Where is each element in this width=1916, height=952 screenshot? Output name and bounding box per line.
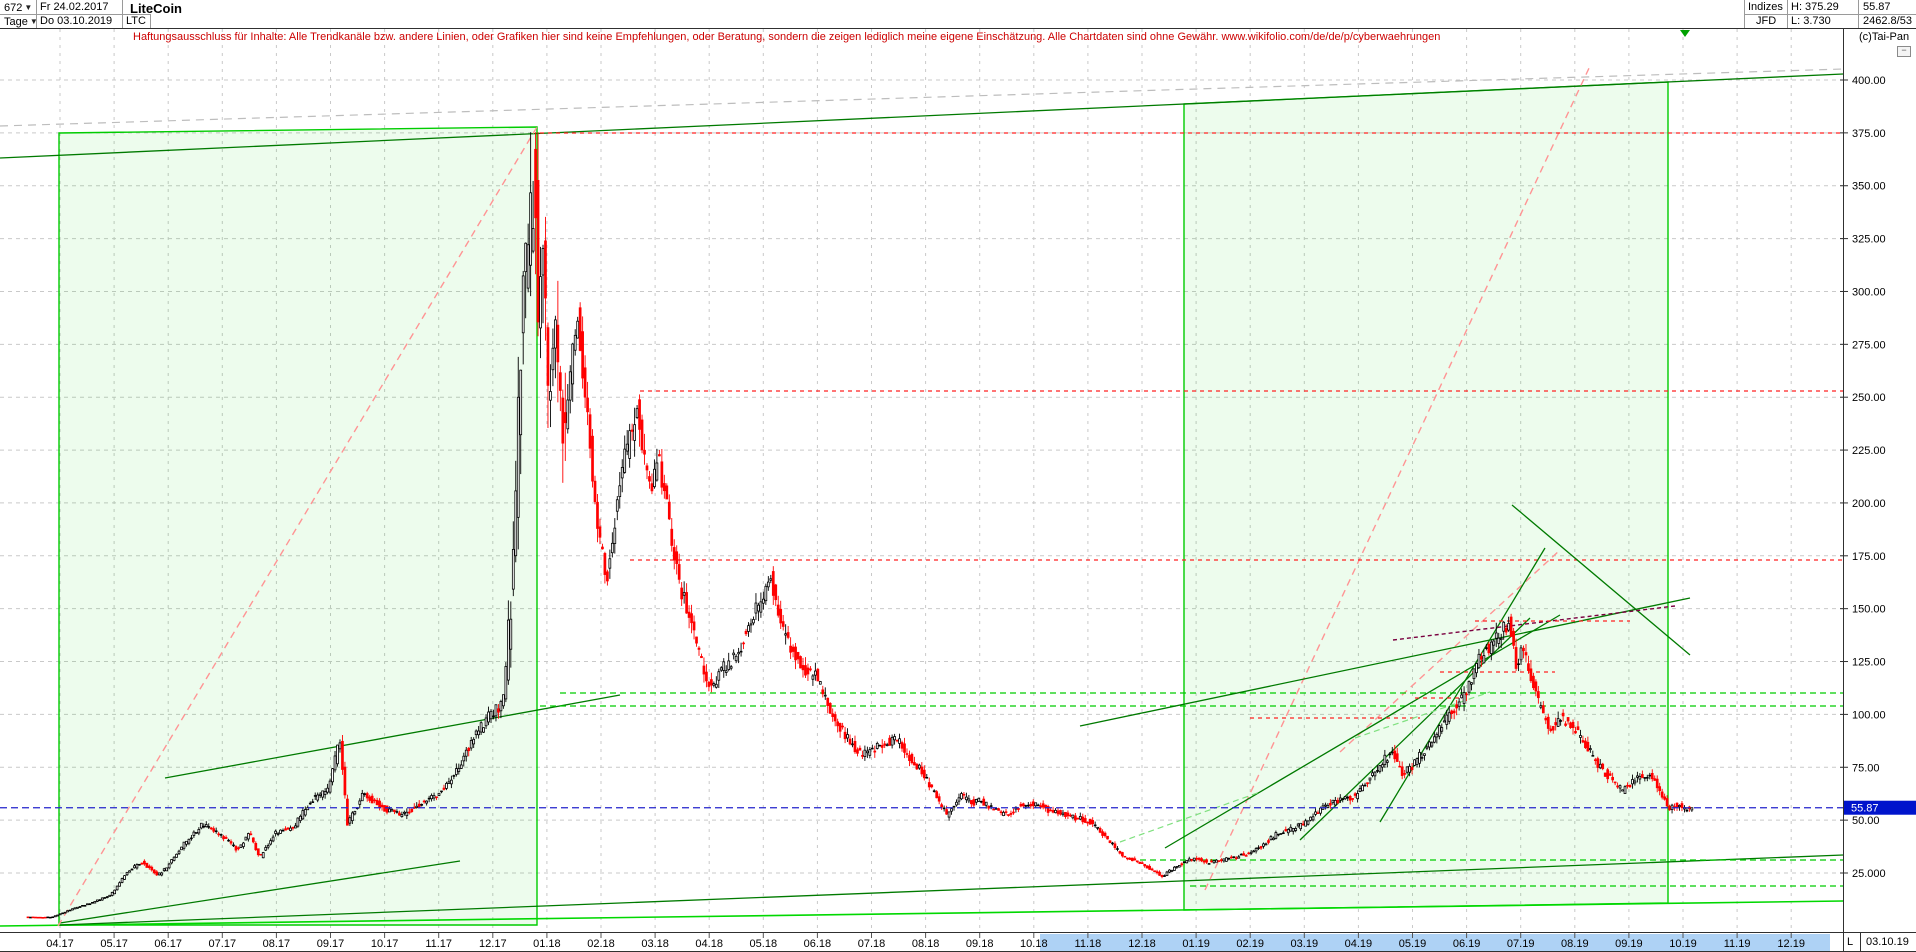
instrument-title: LiteCoin [130,1,182,16]
volume-value: 2462.8/53 [1863,15,1912,27]
svg-text:07.17: 07.17 [209,938,237,950]
footer-last-date: 03.10.19 [1866,936,1909,948]
time-axis-border [0,932,1916,933]
svg-text:200.00: 200.00 [1852,498,1886,510]
svg-text:07.19: 07.19 [1507,938,1535,950]
svg-text:400.00: 400.00 [1852,75,1886,87]
disclaimer-text: Haftungsausschluss für Inhalte: Alle Tre… [133,31,1441,43]
bars-count-value: 672 [4,2,23,14]
broker-label: JFD [1756,15,1777,27]
price-axis-border [1843,28,1844,952]
svg-text:09.19: 09.19 [1615,938,1643,950]
svg-text:08.18: 08.18 [912,938,940,950]
svg-text:04.18: 04.18 [695,938,723,950]
period-value: Tage [4,16,28,28]
price-axis[interactable]: 400.00 375.00 350.00 325.00 300.00 275.00 250.… [1840,75,1886,880]
svg-text:100.00: 100.00 [1852,709,1886,721]
svg-text:06.19: 06.19 [1453,938,1481,950]
timeline-selection[interactable] [1040,934,1830,951]
svg-text:375.00: 375.00 [1852,128,1886,140]
svg-text:03.19: 03.19 [1291,938,1319,950]
svg-text:325.00: 325.00 [1852,234,1886,246]
svg-text:07.18: 07.18 [858,938,886,950]
symbol-label: LTC [126,15,146,27]
date-from-field[interactable]: Fr 24.02.2017 [40,1,109,13]
svg-text:75.00: 75.00 [1852,762,1880,774]
collapse-button[interactable]: − [1897,46,1911,57]
svg-text:10.17: 10.17 [371,938,399,950]
trend-channel-boxes [58,81,1669,926]
svg-text:225.00: 225.00 [1852,445,1886,457]
svg-text:09.18: 09.18 [966,938,994,950]
svg-text:05.19: 05.19 [1399,938,1427,950]
svg-text:01.19: 01.19 [1182,938,1210,950]
low-value: L: 3.730 [1791,15,1831,27]
svg-text:03.18: 03.18 [641,938,669,950]
svg-text:50.00: 50.00 [1852,815,1880,827]
svg-text:02.19: 02.19 [1236,938,1264,950]
period-dropdown[interactable]: Tage ▼ [4,15,38,29]
time-axis[interactable]: 04.17 05.17 06.17 07.17 08.17 09.17 10.17 11.17… [46,933,1830,951]
candlesticks [26,132,1694,919]
last-value: 55.87 [1863,1,1891,13]
svg-text:55.87: 55.87 [1851,803,1879,815]
plot-top-border [0,28,1916,29]
date-to-field[interactable]: Do 03.10.2019 [40,15,113,27]
last-price-chip [1844,800,1916,815]
svg-text:02.18: 02.18 [587,938,615,950]
svg-text:08.19: 08.19 [1561,938,1589,950]
collapse-icon: − [1901,45,1907,55]
svg-text:10.19: 10.19 [1669,938,1697,950]
header-divider [0,14,150,15]
svg-text:11.18: 11.18 [1075,938,1102,950]
svg-text:09.17: 09.17 [317,938,345,950]
svg-text:10.18: 10.18 [1020,938,1048,950]
last-bar-marker [1680,30,1690,37]
svg-text:11.19: 11.19 [1724,938,1751,950]
trendlines [0,65,1844,927]
last-price-line: 55.87 [0,800,1916,815]
footer-last-label: L [1847,936,1854,948]
svg-text:12.17: 12.17 [479,938,507,950]
header-divider [1744,14,1916,15]
svg-text:250.00: 250.00 [1852,392,1886,404]
svg-text:12.19: 12.19 [1777,938,1805,950]
svg-text:04.19: 04.19 [1345,938,1373,950]
header-divider [150,14,151,28]
svg-text:175.00: 175.00 [1852,551,1886,563]
svg-text:08.17: 08.17 [263,938,291,950]
svg-text:125.00: 125.00 [1852,657,1886,669]
svg-text:11.17: 11.17 [425,938,452,950]
svg-text:05.18: 05.18 [750,938,778,950]
dropdown-arrow-icon: ▼ [24,3,33,12]
svg-text:150.00: 150.00 [1852,604,1886,616]
high-value: H: 375.29 [1791,1,1839,13]
svg-text:06.18: 06.18 [804,938,832,950]
svg-text:300.00: 300.00 [1852,286,1886,298]
svg-text:275.00: 275.00 [1852,339,1886,351]
svg-text:01.18: 01.18 [533,938,561,950]
svg-text:12.18: 12.18 [1128,938,1156,950]
svg-text:04.17: 04.17 [46,938,74,950]
indizes-label[interactable]: Indizes [1748,1,1783,13]
svg-text:350.00: 350.00 [1852,181,1886,193]
svg-text:05.17: 05.17 [100,938,128,950]
svg-text:25.000: 25.000 [1852,868,1886,880]
bars-count-dropdown[interactable]: 672 ▼ [4,1,32,15]
footer-divider [1860,933,1861,952]
copyright-label: (c)Tai-Pan [1859,31,1910,43]
svg-text:06.17: 06.17 [154,938,182,950]
dropdown-arrow-icon: ▼ [29,17,38,26]
rally-channel-2019 [1183,81,1669,911]
